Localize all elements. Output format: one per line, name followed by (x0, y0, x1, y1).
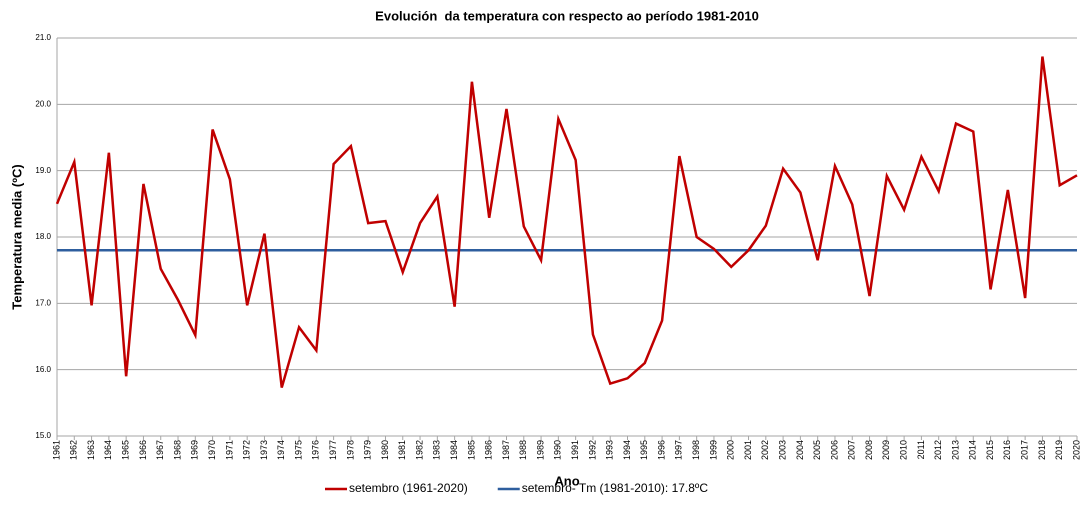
x-tick-label: 1977 (328, 440, 338, 460)
x-tick-label: 2016 (1002, 440, 1012, 460)
x-tick-label: 1998 (691, 440, 701, 460)
x-tick-label: 1970 (207, 440, 217, 460)
y-tick-label: 21.0 (35, 33, 51, 42)
x-tick-label: 1979 (363, 440, 373, 460)
x-tick-label: 2001 (743, 440, 753, 460)
x-tick-label: 2007 (847, 440, 857, 460)
x-tick-label: 2002 (760, 440, 770, 460)
x-tick-label: 2018 (1037, 440, 1047, 460)
x-tick-label: 1991 (570, 440, 580, 460)
x-tick-label: 2008 (864, 440, 874, 460)
x-tick-label: 1994 (622, 440, 632, 460)
y-tick-label: 18.0 (35, 232, 51, 241)
x-tick-label: 1961 (51, 440, 61, 460)
x-tick-label: 2003 (777, 440, 787, 460)
x-tick-label: 2019 (1054, 440, 1064, 460)
x-tick-label: 1987 (501, 440, 511, 460)
x-tick-label: 1968 (172, 440, 182, 460)
x-axis-label: Ano (554, 473, 579, 488)
x-tick-label: 1990 (553, 440, 563, 460)
x-tick-label: 1978 (345, 440, 355, 460)
x-tick-label: 1975 (293, 440, 303, 460)
x-tick-label: 1992 (587, 440, 597, 460)
x-tick-label: 2009 (881, 440, 891, 460)
x-tick-label: 1971 (224, 440, 234, 460)
x-tick-label: 1972 (242, 440, 252, 460)
y-axis-label: Temperatura media (ºC) (9, 164, 24, 309)
x-tick-label: 2005 (812, 440, 822, 460)
series-line (55, 56, 1078, 388)
x-tick-label: 1981 (397, 440, 407, 460)
x-tick-label: 1995 (639, 440, 649, 460)
y-tick-label: 17.0 (35, 298, 51, 307)
x-tick-label: 1985 (466, 440, 476, 460)
y-tick-label: 15.0 (35, 431, 51, 440)
x-tick-label: 1969 (190, 440, 200, 460)
x-tick-label: 1997 (674, 440, 684, 460)
y-tick-label: 19.0 (35, 166, 51, 175)
x-tick-label: 2020 (1071, 440, 1081, 460)
x-tick-label: 2006 (829, 440, 839, 460)
x-tick-label: 1983 (432, 440, 442, 460)
x-tick-label: 2011 (916, 440, 926, 459)
x-tick-label: 1980 (380, 440, 390, 460)
x-tick-label: 2013 (950, 440, 960, 460)
x-tick-label: 1965 (121, 440, 131, 460)
x-tick-label: 1993 (605, 440, 615, 460)
x-tick-label: 1974 (276, 440, 286, 460)
x-tick-label: 1996 (656, 440, 666, 460)
x-tick-label: 1973 (259, 440, 269, 460)
x-tick-label: 1982 (414, 440, 424, 460)
chart-title: Evolución da temperatura con respecto ao… (375, 8, 759, 23)
y-tick-label: 16.0 (35, 365, 51, 374)
x-tick-label: 1964 (103, 440, 113, 460)
legend-label: setembro (1961-2020) (349, 481, 468, 495)
legend-label: setembro- Tm (1981-2010): 17.8ºC (522, 481, 709, 495)
x-tick-label: 1989 (535, 440, 545, 460)
x-tick-label: 1999 (708, 440, 718, 460)
x-tick-label: 1962 (69, 440, 79, 460)
x-tick-label: 2015 (985, 440, 995, 460)
x-tick-label: 1967 (155, 440, 165, 460)
x-tick-label: 2014 (968, 440, 978, 460)
x-tick-label: 2012 (933, 440, 943, 460)
x-tick-label: 1976 (311, 440, 321, 460)
x-tick-label: 2017 (1020, 440, 1030, 460)
x-tick-label: 1988 (518, 440, 528, 460)
x-tick-label: 2010 (898, 440, 908, 460)
x-tick-label: 2000 (726, 440, 736, 460)
x-tick-label: 2004 (795, 440, 805, 460)
x-tick-label: 1984 (449, 440, 459, 460)
x-tick-label: 1986 (484, 440, 494, 460)
x-tick-label: 1966 (138, 440, 148, 460)
y-tick-label: 20.0 (35, 99, 51, 108)
x-tick-label: 1963 (86, 440, 96, 460)
